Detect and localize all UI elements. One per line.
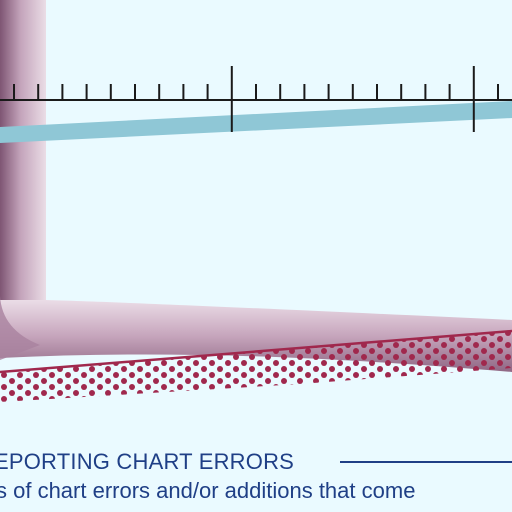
section-heading: EPORTING CHART ERRORS bbox=[0, 449, 294, 475]
body-text: s of chart errors and/or additions that … bbox=[0, 478, 415, 504]
blue-band bbox=[0, 101, 512, 143]
frame-left-edge bbox=[0, 0, 46, 300]
heading-rule bbox=[340, 461, 512, 463]
